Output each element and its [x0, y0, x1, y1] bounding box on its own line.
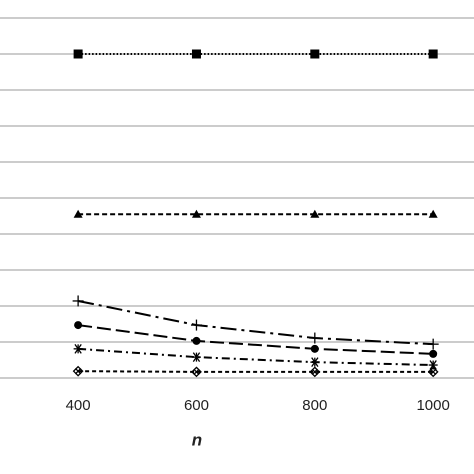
marker-shape [309, 366, 321, 378]
x-tick-label: 600 [184, 397, 209, 414]
marker-shape [428, 49, 438, 59]
series-line [78, 370, 434, 373]
series-line [78, 347, 434, 367]
marker [191, 209, 201, 218]
x-tick-label: 400 [66, 397, 91, 414]
marker-shape [74, 321, 83, 330]
marker-stroke [193, 368, 200, 376]
marker-shape [428, 209, 438, 218]
marker-shape [429, 349, 438, 358]
marker [427, 338, 439, 350]
marker [72, 365, 84, 377]
marker [74, 321, 83, 330]
marker [72, 295, 84, 307]
marker [73, 49, 83, 59]
marker [310, 344, 319, 353]
marker [428, 360, 438, 370]
marker [427, 366, 439, 378]
marker [310, 49, 320, 59]
marker-shape [310, 209, 320, 218]
marker-stroke [74, 368, 82, 375]
marker-shape [72, 365, 84, 377]
x-axis-label: n [192, 430, 202, 449]
marker-shape [73, 49, 83, 59]
marker [191, 49, 201, 59]
marker-shape [310, 344, 319, 353]
marker-shape [427, 366, 439, 378]
marker [429, 349, 438, 358]
series-line [77, 324, 434, 355]
marker [190, 319, 202, 331]
marker-shape [191, 49, 201, 59]
x-tick-label: 800 [302, 397, 327, 414]
series-line [77, 299, 434, 346]
marker [310, 357, 320, 368]
marker [310, 209, 320, 218]
marker [309, 332, 321, 344]
marker-shape [310, 49, 320, 59]
marker [309, 366, 321, 378]
marker-shape [192, 336, 201, 345]
marker-shape [73, 209, 83, 218]
marker [73, 209, 83, 218]
marker-shape [191, 366, 202, 378]
x-tick-label: 1000 [416, 397, 449, 414]
marker [73, 343, 83, 354]
marker [191, 352, 201, 362]
marker [428, 209, 438, 218]
marker-shape [191, 209, 201, 218]
marker [428, 49, 438, 59]
marker [191, 366, 202, 378]
marker-stroke [311, 368, 318, 376]
marker [192, 336, 201, 345]
marker-stroke [430, 368, 437, 376]
